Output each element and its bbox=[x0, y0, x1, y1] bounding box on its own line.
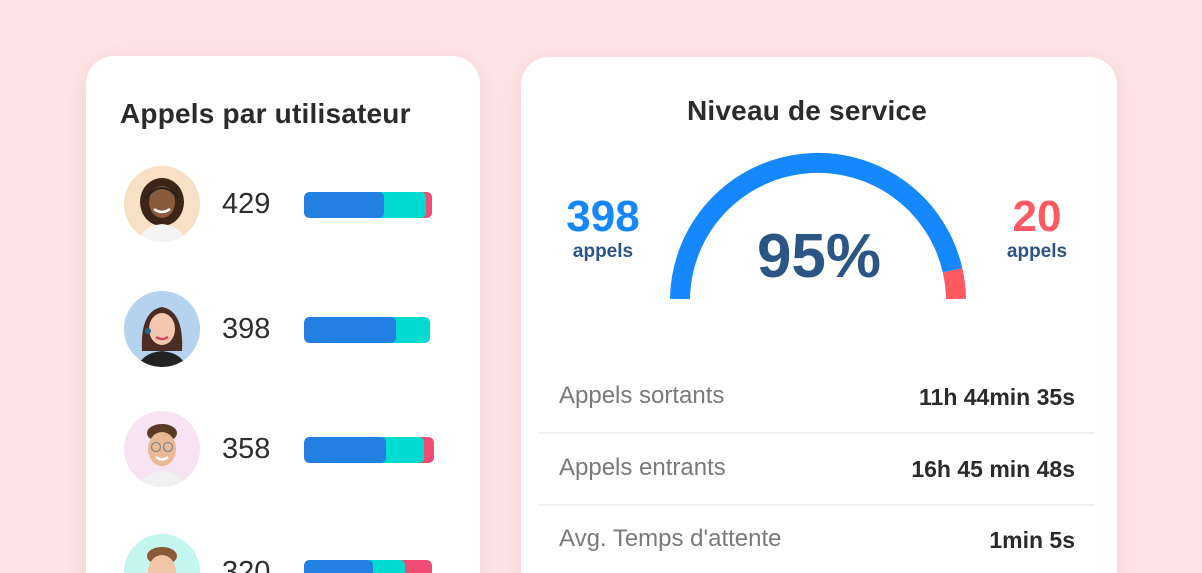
missed-calls-count: 20 bbox=[1012, 192, 1062, 241]
metric-value: 16h 45 min 48s bbox=[911, 456, 1075, 482]
service-level-percent: 95% bbox=[756, 222, 882, 291]
avatar bbox=[124, 291, 200, 367]
user-calls-bar bbox=[304, 192, 432, 218]
missed-calls-label: appels bbox=[1006, 241, 1068, 262]
metric-row-avg-wait: Avg. Temps d'attente 1min 5s bbox=[539, 507, 1095, 573]
bar-segment-answered bbox=[304, 560, 373, 573]
avatar-man-glasses-icon bbox=[124, 411, 200, 487]
metric-row-incoming: Appels entrants 16h 45 min 48s bbox=[539, 436, 1095, 506]
metric-value: 1min 5s bbox=[989, 527, 1075, 553]
user-row[interactable]: 320 bbox=[124, 534, 464, 573]
service-level-title: Niveau de service bbox=[687, 95, 927, 126]
gauge-missed-arc bbox=[942, 268, 966, 300]
bar-segment-answered bbox=[304, 192, 384, 218]
metric-row-outgoing: Appels sortants 11h 44min 35s bbox=[539, 364, 1095, 434]
user-calls-bar bbox=[304, 317, 430, 343]
metric-label: Appels entrants bbox=[559, 454, 726, 481]
user-calls-bar bbox=[304, 560, 432, 573]
answered-calls-count: 398 bbox=[566, 192, 640, 241]
calls-per-user-card: Appels par utilisateur 429 bbox=[86, 56, 480, 573]
answered-calls-label: appels bbox=[572, 241, 634, 262]
bar-segment-outgoing bbox=[378, 192, 426, 218]
user-call-count: 320 bbox=[222, 556, 271, 573]
user-row[interactable]: 358 bbox=[124, 411, 464, 489]
user-call-count: 358 bbox=[222, 433, 271, 465]
metric-label: Appels sortants bbox=[559, 382, 725, 409]
avatar bbox=[124, 166, 200, 242]
bar-segment-missed bbox=[399, 560, 432, 573]
gauge-answered-arc bbox=[670, 152, 963, 300]
avatar-woman-headset-icon bbox=[124, 166, 200, 242]
user-row[interactable]: 398 bbox=[124, 291, 464, 369]
avatar bbox=[124, 411, 200, 487]
user-call-count: 429 bbox=[222, 188, 271, 220]
user-call-count: 398 bbox=[222, 313, 271, 345]
bar-segment-outgoing bbox=[380, 437, 424, 463]
missed-calls-stat: 20 appels bbox=[987, 195, 1087, 263]
metric-label: Avg. Temps d'attente bbox=[559, 525, 782, 552]
service-level-gauge bbox=[670, 152, 966, 300]
user-calls-bar bbox=[304, 437, 434, 463]
avatar bbox=[124, 534, 200, 573]
bar-segment-answered bbox=[304, 317, 396, 343]
metric-value: 11h 44min 35s bbox=[919, 384, 1075, 410]
bar-segment-outgoing bbox=[390, 317, 430, 343]
answered-calls-stat: 398 appels bbox=[553, 195, 653, 263]
avatar-man-smiling-icon bbox=[124, 534, 200, 573]
service-level-card: Niveau de service 398 appels 95% 20 appe… bbox=[521, 57, 1117, 573]
bar-segment-outgoing bbox=[367, 560, 405, 573]
calls-per-user-title: Appels par utilisateur bbox=[120, 98, 411, 129]
avatar-woman-long-hair-icon bbox=[124, 291, 200, 367]
user-row[interactable]: 429 bbox=[124, 166, 464, 244]
bar-segment-answered bbox=[304, 437, 386, 463]
